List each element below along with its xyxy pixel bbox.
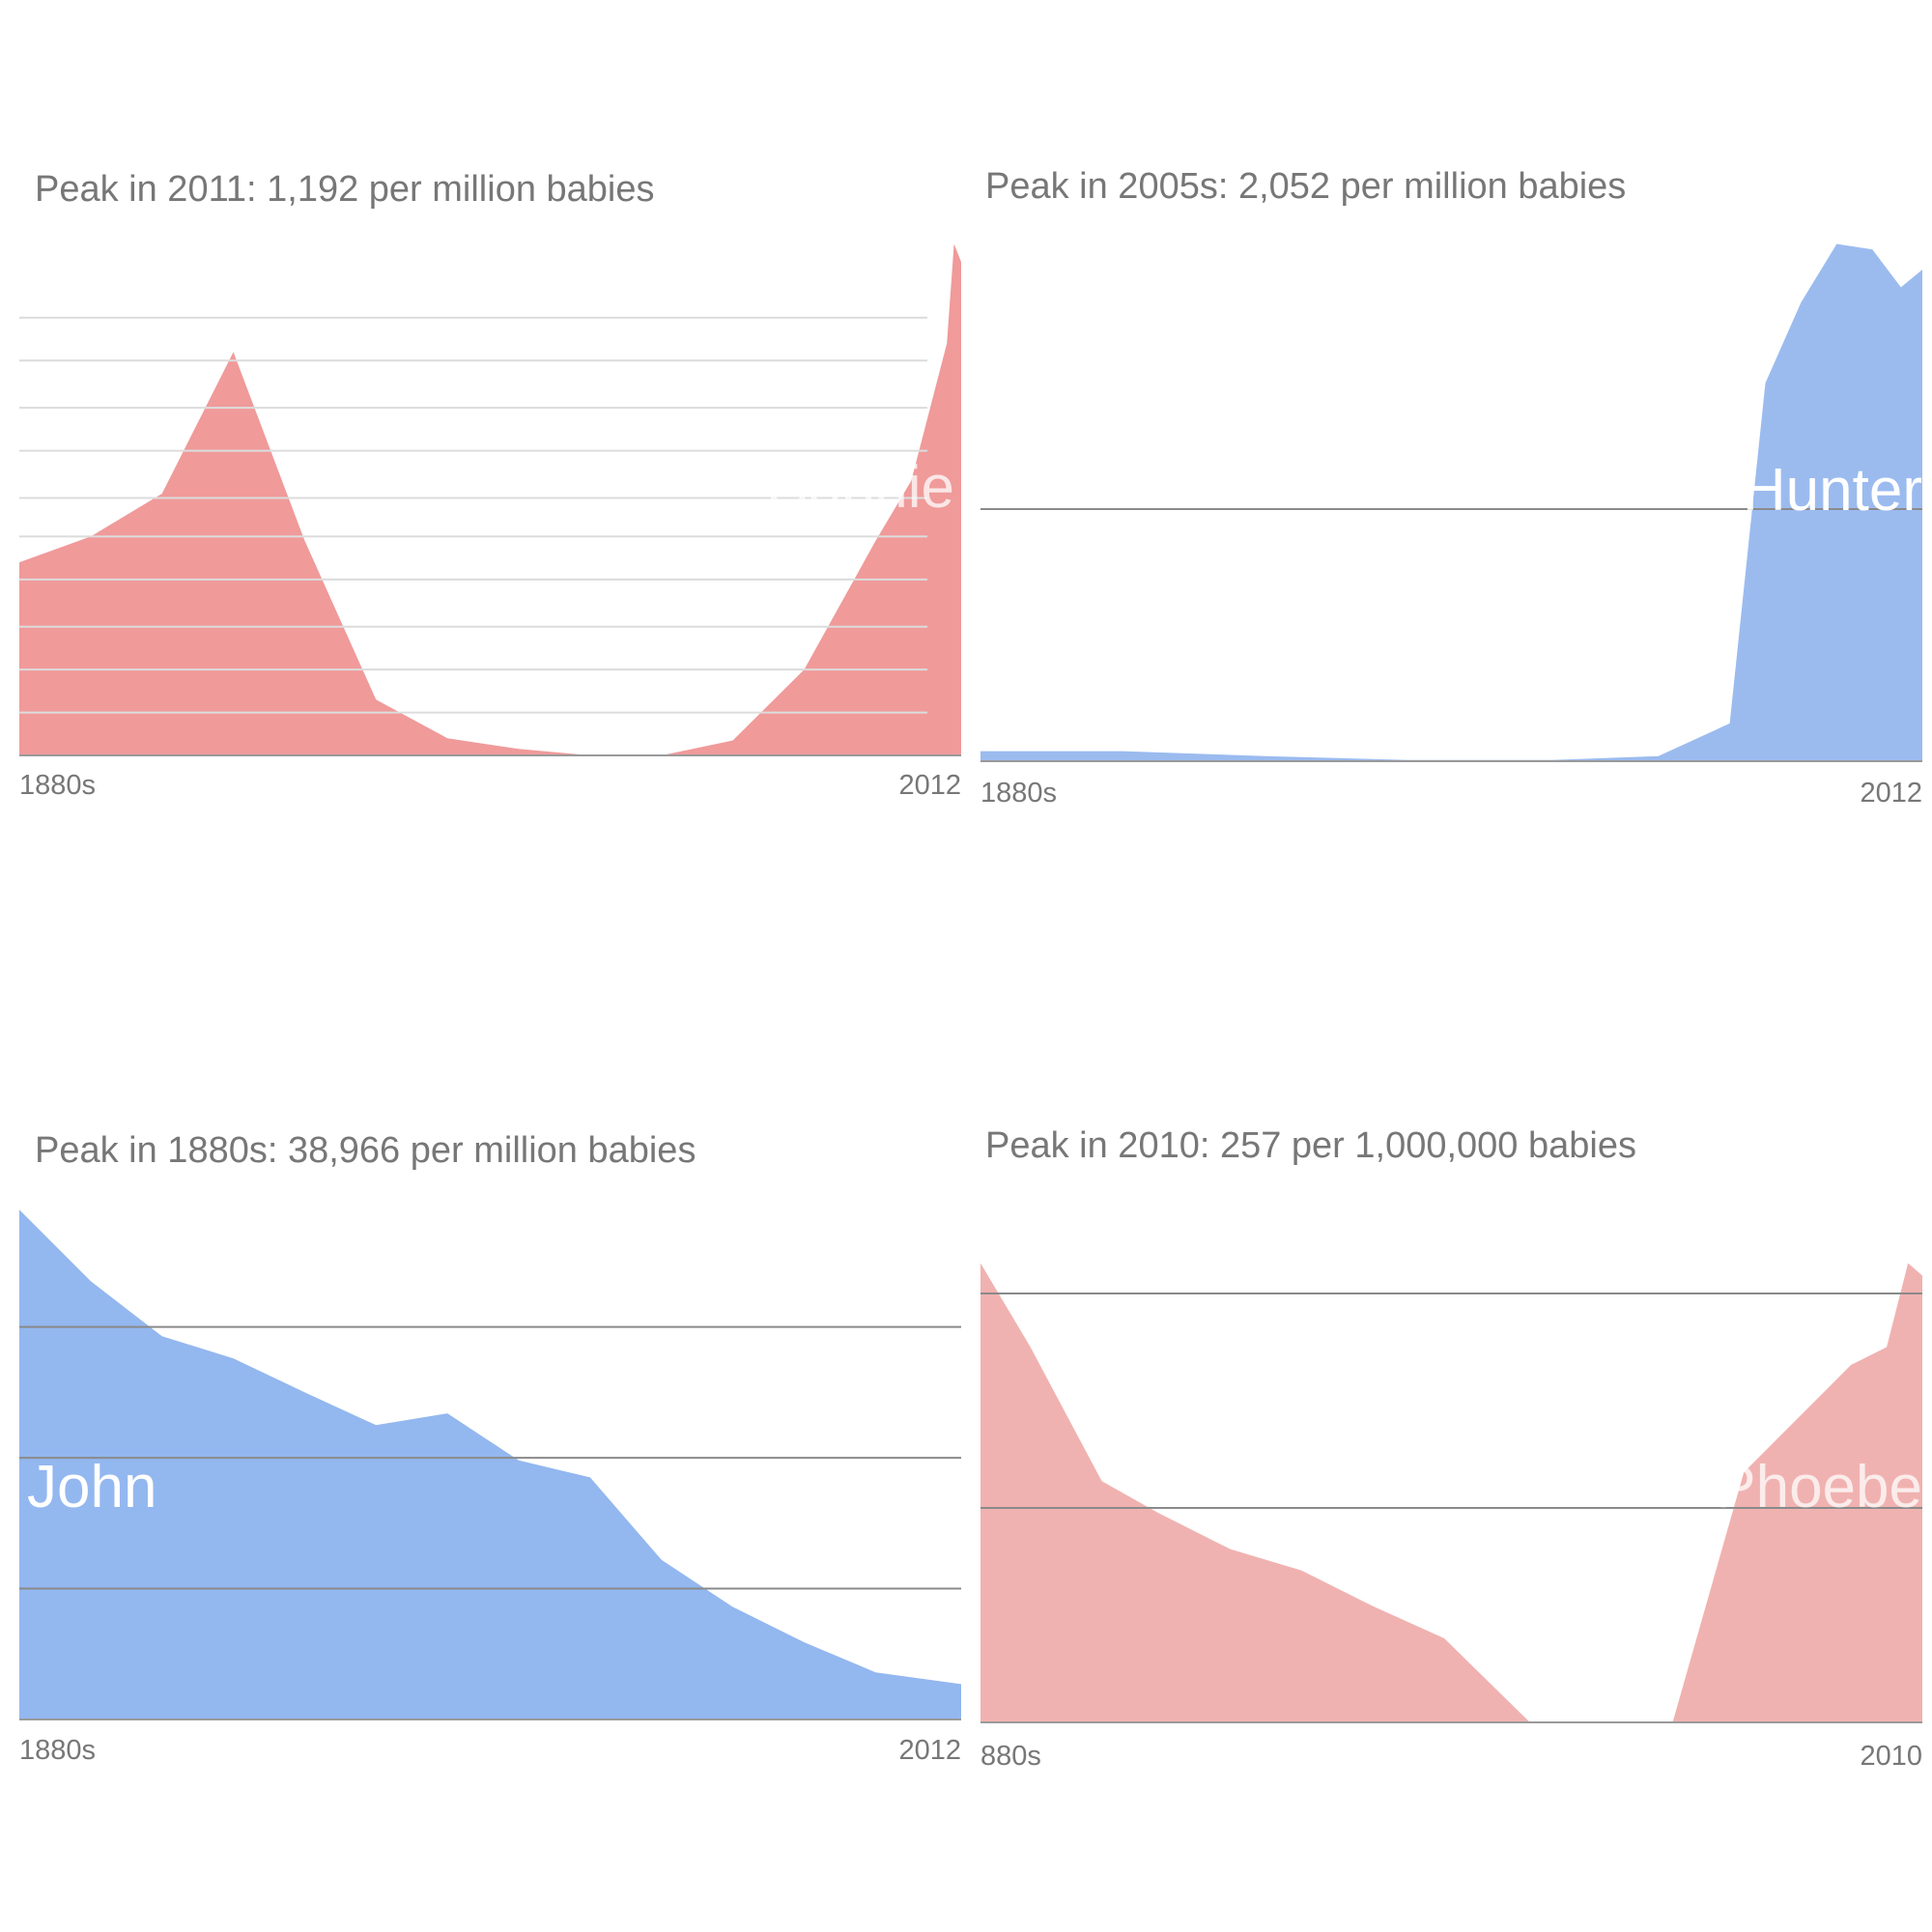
series-label: Sophie — [768, 454, 954, 521]
series-label: John — [27, 1454, 156, 1520]
chart-svg-john: Peak in 1880s: 38,966 per million babies… — [19, 1130, 961, 1766]
x-tick-label: 1880s — [980, 778, 1057, 809]
series-area-phoebe — [980, 1263, 1922, 1722]
x-tick-label: 2012 — [898, 770, 961, 801]
chart-sophie: Peak in 2011: 1,192 per million babies S… — [0, 135, 966, 821]
chart-title: Peak in 1880s: 38,966 per million babies — [35, 1130, 696, 1171]
series-area-hunter — [980, 243, 1922, 761]
series-label: Phoebe — [1716, 1454, 1922, 1520]
chart-hunter: Peak in 2005s: 2,052 per million babies … — [966, 135, 1932, 821]
chart-svg-phoebe: Peak in 2010: 257 per 1,000,000 babies P… — [980, 1125, 1922, 1772]
series-label: Hunter — [1743, 457, 1922, 524]
chart-title: Peak in 2010: 257 per 1,000,000 babies — [985, 1125, 1636, 1166]
x-tick-label: 1880s — [19, 770, 96, 801]
series-area-john — [19, 1209, 961, 1719]
chart-title: Peak in 2011: 1,192 per million babies — [35, 169, 655, 210]
chart-john: Peak in 1880s: 38,966 per million babies… — [0, 1096, 966, 1782]
chart-phoebe: Peak in 2010: 257 per 1,000,000 babies P… — [966, 1096, 1932, 1782]
x-tick-label: 2010 — [1860, 1741, 1922, 1772]
x-tick-label: 2012 — [1860, 778, 1922, 809]
chart-svg-sophie: Peak in 2011: 1,192 per million babies S… — [19, 169, 961, 801]
x-tick-label: 1880s — [19, 1735, 96, 1766]
x-tick-label: 880s — [980, 1741, 1041, 1772]
x-tick-label: 2012 — [898, 1735, 961, 1766]
chart-svg-hunter: Peak in 2005s: 2,052 per million babies … — [980, 166, 1922, 809]
chart-title: Peak in 2005s: 2,052 per million babies — [985, 166, 1626, 207]
